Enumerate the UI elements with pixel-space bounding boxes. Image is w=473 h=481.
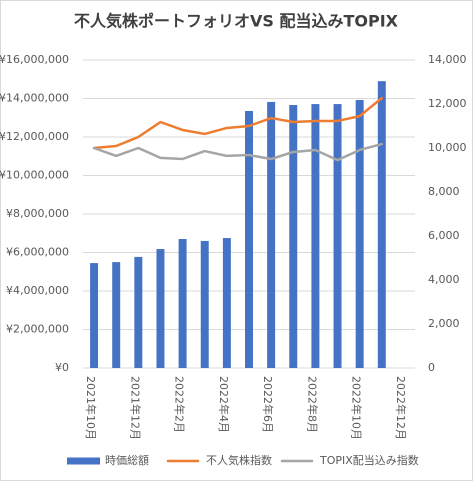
bar xyxy=(222,238,231,368)
legend-label: 時価総額 xyxy=(105,453,149,467)
y-tick-label: ¥10,000,000 xyxy=(0,169,69,182)
y2-tick-label: 2,000 xyxy=(428,317,460,330)
bar xyxy=(355,100,364,368)
bar xyxy=(200,240,209,368)
x-tick-label: 2022年2月 xyxy=(173,376,187,433)
x-tick-label: 2022年6月 xyxy=(261,376,275,433)
bar xyxy=(245,111,253,368)
bar xyxy=(311,104,320,369)
y-tick-label: ¥0 xyxy=(55,361,69,374)
bar xyxy=(134,256,143,368)
y2-tick-label: 0 xyxy=(428,361,435,374)
y-tick-label: ¥16,000,000 xyxy=(0,53,69,66)
y-tick-label: ¥2,000,000 xyxy=(6,323,69,336)
bar xyxy=(90,263,99,368)
bar xyxy=(267,101,276,368)
x-tick-label: 2022年8月 xyxy=(305,376,319,433)
y2-tick-label: 8,000 xyxy=(428,185,460,198)
x-tick-label: 2022年10月 xyxy=(350,376,364,440)
x-tick-label: 2021年10月 xyxy=(84,376,98,440)
bar xyxy=(178,239,187,368)
y2-tick-label: 12,000 xyxy=(428,97,467,110)
x-tick-label: 2021年12月 xyxy=(128,376,142,440)
legend-swatch xyxy=(67,457,100,465)
y-tick-label: ¥4,000,000 xyxy=(6,284,69,297)
y-tick-label: ¥8,000,000 xyxy=(6,207,69,220)
bar xyxy=(289,105,298,369)
bar xyxy=(112,262,121,368)
y2-tick-label: 6,000 xyxy=(428,229,460,242)
y-tick-label: ¥12,000,000 xyxy=(0,130,69,143)
x-tick-label: 2022年12月 xyxy=(394,376,408,440)
y2-tick-label: 4,000 xyxy=(428,273,460,286)
x-tick-label: 2022年4月 xyxy=(217,376,231,433)
line xyxy=(92,96,384,150)
y2-tick-label: 10,000 xyxy=(428,141,467,154)
line xyxy=(92,142,384,162)
chart-title: 不人気株ポートフォリオVS 配当込みTOPIX xyxy=(74,12,399,31)
y-tick-label: ¥6,000,000 xyxy=(6,246,69,259)
y2-tick-label: 14,000 xyxy=(428,53,467,66)
legend-label: 不人気株指数 xyxy=(206,453,272,467)
y-tick-label: ¥14,000,000 xyxy=(0,92,69,105)
bar xyxy=(156,249,165,368)
bar xyxy=(377,81,386,369)
bar xyxy=(333,104,342,369)
legend-label: TOPIX配当込み指数 xyxy=(319,453,419,467)
